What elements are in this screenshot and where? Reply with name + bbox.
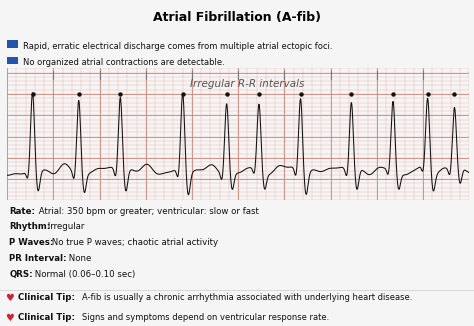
Text: Atrial Fibrillation (A-fib): Atrial Fibrillation (A-fib)	[153, 11, 321, 23]
Text: Rapid, erratic electrical discharge comes from multiple atrial ectopic foci.: Rapid, erratic electrical discharge come…	[23, 42, 332, 51]
Text: No organized atrial contractions are detectable.: No organized atrial contractions are det…	[23, 58, 225, 67]
Text: Atrial: 350 bpm or greater; ventricular: slow or fast: Atrial: 350 bpm or greater; ventricular:…	[36, 207, 259, 215]
Text: ♥: ♥	[5, 293, 13, 303]
Text: Rhythm:: Rhythm:	[9, 222, 51, 231]
Text: PR Interval:: PR Interval:	[9, 254, 67, 263]
Text: Signs and symptoms depend on ventricular response rate.: Signs and symptoms depend on ventricular…	[82, 313, 329, 322]
Text: P Waves:: P Waves:	[9, 238, 54, 247]
Text: Irregular R-R intervals: Irregular R-R intervals	[190, 79, 305, 89]
Text: Irregular: Irregular	[45, 222, 84, 231]
Text: QRS:: QRS:	[9, 270, 33, 279]
Text: Clinical Tip:: Clinical Tip:	[18, 313, 75, 322]
Text: Rate:: Rate:	[9, 207, 35, 215]
Text: ♥: ♥	[5, 313, 13, 323]
Text: None: None	[66, 254, 91, 263]
Text: Normal (0.06–0.10 sec): Normal (0.06–0.10 sec)	[32, 270, 135, 279]
Text: Clinical Tip:: Clinical Tip:	[18, 293, 75, 303]
Bar	[7, 57, 18, 64]
Text: No true P waves; chaotic atrial activity: No true P waves; chaotic atrial activity	[49, 238, 218, 247]
Bar	[7, 40, 18, 48]
Text: A-fib is usually a chronic arrhythmia associated with underlying heart disease.: A-fib is usually a chronic arrhythmia as…	[82, 293, 412, 303]
